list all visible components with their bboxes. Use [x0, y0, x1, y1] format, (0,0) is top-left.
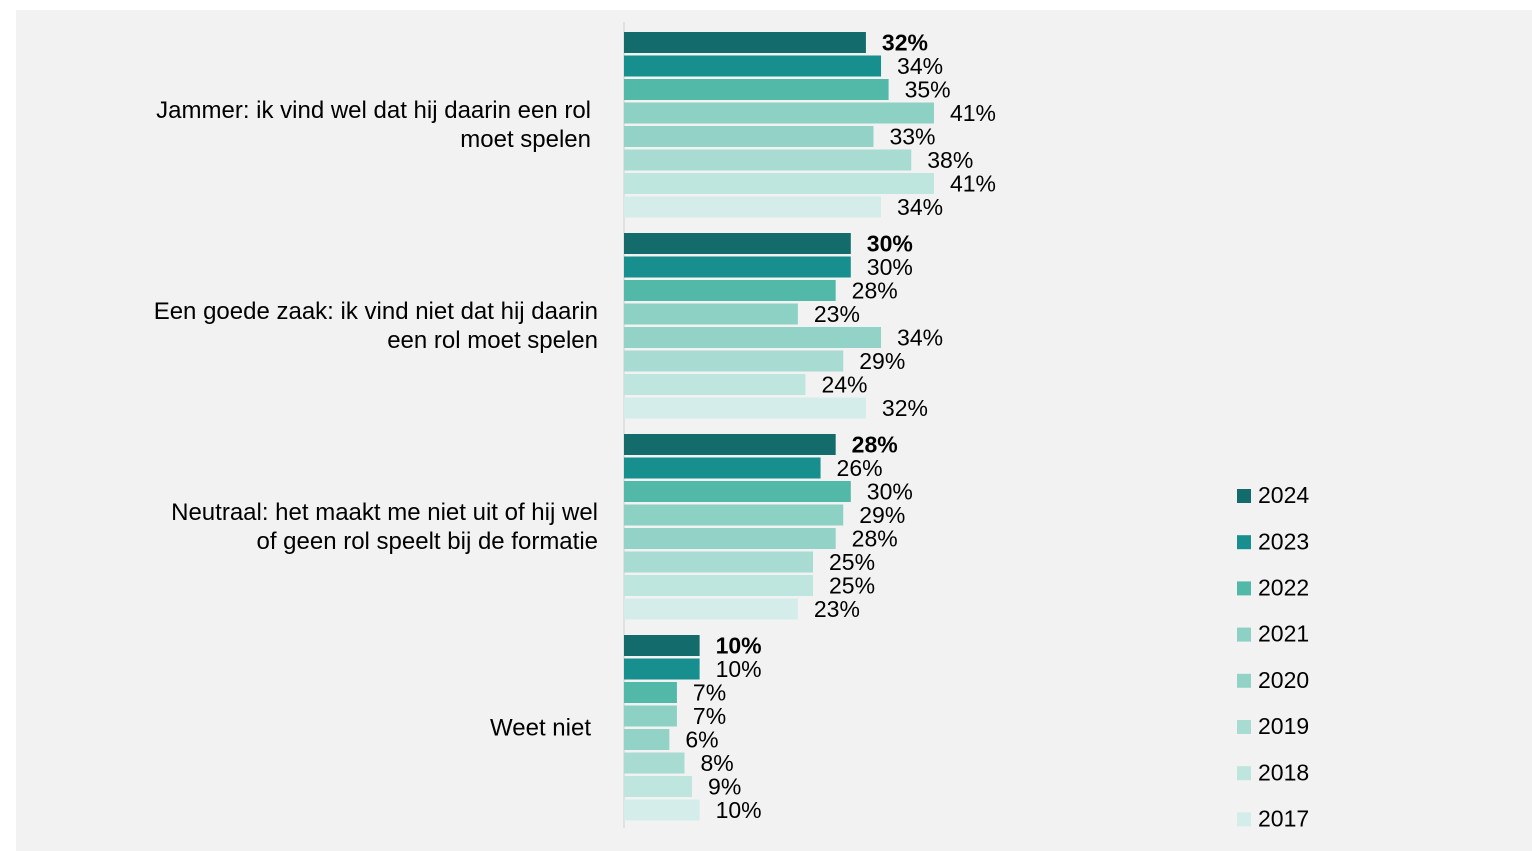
- legend-label: 2018: [1258, 759, 1309, 785]
- bar: [624, 233, 851, 254]
- bar: [624, 374, 806, 395]
- bar: [624, 551, 813, 573]
- bar: [624, 55, 882, 77]
- value-label: 26%: [837, 455, 883, 481]
- legend-label: 2024: [1258, 482, 1309, 508]
- legend-label: 2017: [1258, 805, 1309, 831]
- value-label: 34%: [897, 325, 943, 351]
- value-label: 32%: [882, 395, 928, 421]
- value-label: 30%: [867, 479, 913, 505]
- legend-label: 2022: [1258, 574, 1309, 600]
- legend-label: 2023: [1258, 528, 1309, 554]
- bar: [624, 705, 677, 727]
- bar: [624, 528, 836, 549]
- bar: [624, 256, 851, 278]
- value-label: 9%: [708, 774, 741, 800]
- legend-swatch: [1237, 627, 1251, 642]
- legend-swatch: [1237, 535, 1251, 550]
- value-label: 23%: [814, 301, 860, 327]
- bar: [624, 32, 866, 53]
- legend-swatch: [1237, 581, 1251, 596]
- value-label: 28%: [852, 432, 898, 458]
- bar: [624, 598, 798, 620]
- bar: [624, 752, 685, 774]
- value-label: 41%: [950, 100, 996, 126]
- bar: [624, 729, 670, 750]
- bar: [624, 575, 813, 596]
- bar: [624, 196, 882, 218]
- value-label: 23%: [814, 596, 860, 622]
- legend-swatch: [1237, 673, 1251, 688]
- value-label: 41%: [950, 171, 996, 197]
- legend-swatch: [1237, 720, 1251, 734]
- legend-swatch: [1237, 812, 1251, 827]
- bar: [624, 457, 821, 479]
- bar: [624, 481, 851, 502]
- value-label: 30%: [867, 254, 913, 280]
- value-label: 25%: [829, 549, 875, 575]
- category-label: Neutraal: het maakt me niet uit of hij w…: [171, 499, 598, 555]
- bar: [624, 635, 700, 656]
- bar: [624, 102, 934, 124]
- value-label: 10%: [716, 633, 762, 659]
- bar: [624, 173, 934, 194]
- category-label: Een goede zaak: ik vind niet dat hij daa…: [153, 298, 598, 354]
- value-label: 29%: [859, 502, 905, 528]
- bar: [624, 350, 844, 372]
- value-label: 33%: [889, 124, 935, 150]
- bar: [624, 149, 912, 171]
- bar: [624, 776, 693, 797]
- bar: [624, 397, 866, 419]
- bar: [624, 658, 700, 680]
- value-label: 38%: [927, 147, 973, 173]
- value-label: 29%: [859, 348, 905, 374]
- legend-label: 2019: [1258, 713, 1309, 739]
- value-label: 32%: [882, 30, 928, 56]
- value-label: 35%: [905, 77, 951, 103]
- value-label: 28%: [852, 526, 898, 552]
- legend-label: 2020: [1258, 667, 1309, 693]
- legend-swatch: [1237, 766, 1251, 781]
- bar: [624, 799, 700, 821]
- value-label: 24%: [821, 372, 867, 398]
- legend-label: 2021: [1258, 621, 1309, 647]
- value-label: 8%: [700, 750, 733, 776]
- bar: [624, 303, 798, 325]
- legend-swatch: [1237, 489, 1251, 503]
- value-label: 7%: [693, 680, 726, 706]
- bar: [624, 504, 844, 526]
- bar: [624, 434, 836, 455]
- bar: [624, 327, 882, 348]
- bar: [624, 126, 874, 147]
- value-label: 28%: [852, 278, 898, 304]
- category-label: Weet niet: [490, 714, 591, 742]
- bar: [624, 682, 677, 703]
- value-label: 25%: [829, 573, 875, 599]
- value-label: 10%: [716, 656, 762, 682]
- value-label: 10%: [716, 797, 762, 823]
- category-label: Jammer: ik vind wel dat hij daarin een r…: [156, 97, 591, 153]
- bar: [624, 280, 836, 301]
- bar: [624, 79, 889, 100]
- value-label: 34%: [897, 53, 943, 79]
- value-label: 30%: [867, 231, 913, 257]
- value-label: 7%: [693, 703, 726, 729]
- value-label: 6%: [685, 727, 718, 753]
- value-label: 34%: [897, 194, 943, 220]
